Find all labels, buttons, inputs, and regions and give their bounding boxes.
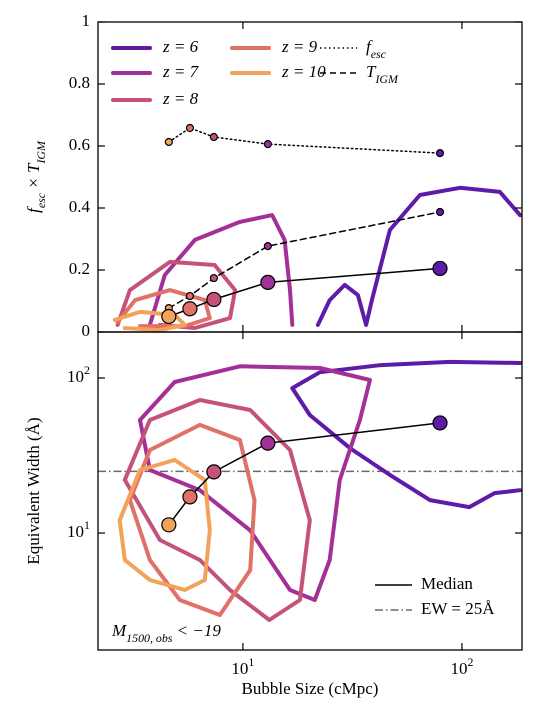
marker xyxy=(182,489,198,505)
plot-area xyxy=(98,359,522,622)
contour xyxy=(127,422,257,617)
legend-label: TIGM xyxy=(366,62,399,86)
marker xyxy=(161,308,177,325)
marker xyxy=(161,517,177,533)
marker xyxy=(435,207,445,217)
marker xyxy=(209,273,218,283)
marker xyxy=(263,140,272,149)
contour xyxy=(290,359,522,510)
x-tick-label: 102 xyxy=(450,655,473,678)
marker xyxy=(206,291,222,308)
y-tick-label: 1 xyxy=(82,11,91,30)
axes-frame xyxy=(97,331,523,651)
marker xyxy=(206,464,222,480)
legend-label: EW = 25Å xyxy=(421,599,495,618)
y-tick-label: 0 xyxy=(82,321,91,340)
y-axis-label: fesc × TIGM xyxy=(24,140,48,213)
contour xyxy=(117,458,212,592)
legend-label: Median xyxy=(421,574,473,593)
x-tick-label: 101 xyxy=(231,655,254,678)
legend-label: z = 10 xyxy=(281,62,326,81)
marker xyxy=(432,415,448,431)
legend-label: fesc xyxy=(366,37,387,61)
legend-label: z = 6 xyxy=(162,37,199,56)
legend-label: z = 9 xyxy=(281,37,318,56)
y-tick-label: 102 xyxy=(67,363,90,386)
marker xyxy=(185,291,195,301)
marker xyxy=(209,132,218,142)
y-tick-label: 0.6 xyxy=(69,135,90,154)
legend-label: z = 8 xyxy=(162,89,199,108)
x-axis-label: Bubble Size (cMpc) xyxy=(242,679,379,698)
y-tick-label: 0.2 xyxy=(69,259,90,278)
marker xyxy=(182,301,198,317)
series-line xyxy=(168,267,441,318)
annotation: M1500, obs < −19 xyxy=(111,621,221,645)
contour xyxy=(112,309,187,332)
contour xyxy=(147,213,295,327)
marker xyxy=(260,435,276,451)
contour xyxy=(315,185,522,327)
legend-label: z = 7 xyxy=(162,62,200,81)
y-tick-label: 101 xyxy=(67,518,90,541)
marker xyxy=(185,123,195,133)
y-tick-label: 0.4 xyxy=(69,197,91,216)
marker xyxy=(164,137,173,147)
marker xyxy=(435,149,445,158)
marker xyxy=(432,260,448,277)
plot-area xyxy=(112,185,522,332)
contour xyxy=(122,398,312,622)
series-line xyxy=(168,127,441,154)
y-tick-label: 0.8 xyxy=(69,73,90,92)
contour xyxy=(138,364,372,602)
y-axis-label: Equivalent Width (Å) xyxy=(24,417,43,564)
marker xyxy=(260,274,276,290)
marker xyxy=(263,242,272,251)
contour xyxy=(115,259,238,330)
